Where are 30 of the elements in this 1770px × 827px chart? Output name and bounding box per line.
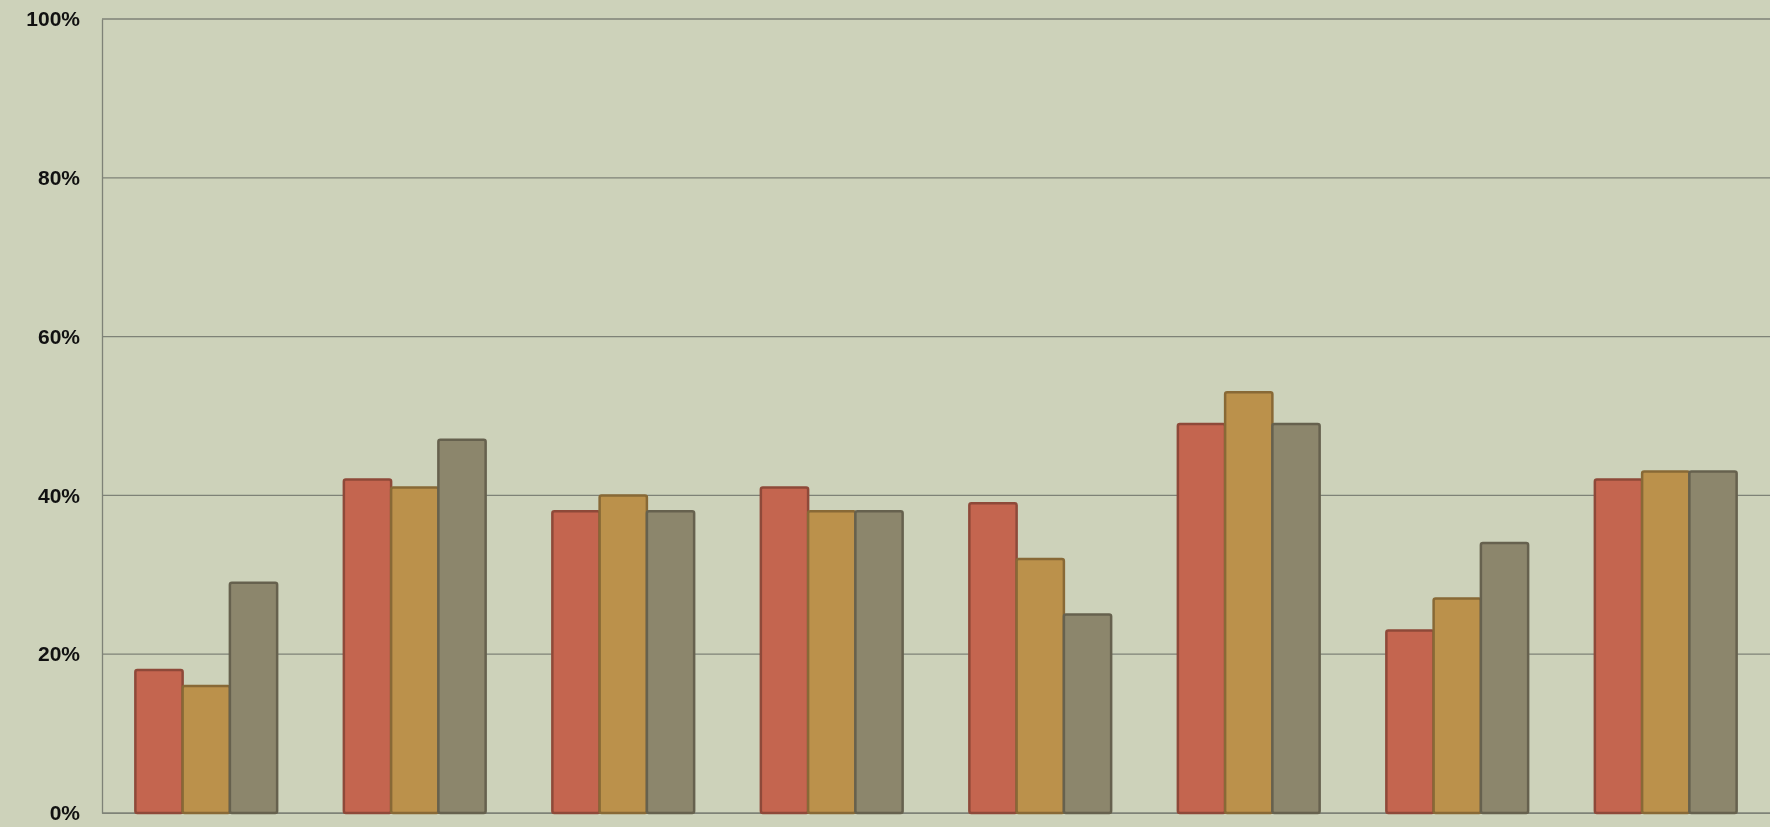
bar [1593, 478, 1644, 815]
bar [854, 510, 904, 815]
bar [1176, 422, 1227, 815]
bar [1479, 541, 1530, 815]
bar [1385, 629, 1435, 815]
y-tick-label: 0% [49, 801, 81, 825]
y-tick-label: 80% [37, 166, 81, 190]
bar [1688, 470, 1738, 815]
bar [598, 494, 649, 815]
bar [181, 684, 232, 815]
bar [228, 581, 279, 815]
y-tick-label: 40% [37, 483, 81, 507]
y-tick-label: 100% [26, 7, 81, 31]
bar [1015, 557, 1066, 815]
bar [645, 510, 696, 815]
bar [1223, 390, 1274, 815]
bar [134, 668, 184, 815]
bar [1271, 422, 1321, 815]
bar [1432, 597, 1483, 815]
bar [389, 486, 440, 815]
bar [551, 510, 601, 815]
bar [759, 486, 810, 815]
bar [1640, 470, 1691, 815]
bar [1062, 613, 1113, 815]
bar [968, 502, 1018, 815]
bar [437, 438, 487, 815]
y-tick-label: 60% [37, 324, 81, 348]
bar [342, 478, 393, 815]
y-tick-label: 20% [37, 642, 81, 666]
bar [806, 510, 857, 815]
